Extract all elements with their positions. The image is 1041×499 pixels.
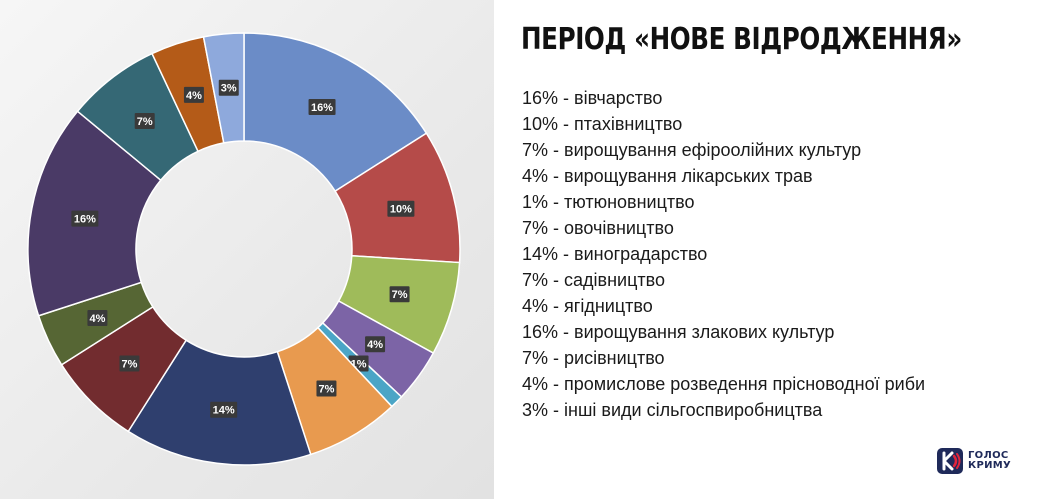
slice-label-8: 7% (119, 355, 140, 372)
slice-label-text: 4% (367, 339, 383, 351)
slice-label-10: 16% (71, 210, 99, 227)
slice-label-text: 7% (137, 116, 153, 128)
logo-mark-icon (937, 448, 963, 474)
slice-label-6: 7% (316, 380, 337, 397)
logo-line-1: ГОЛОС (968, 450, 1009, 461)
legend-item: 7% - овочівництво (522, 218, 674, 238)
slice-label-11: 7% (134, 112, 155, 129)
slice-label-bg (389, 286, 410, 303)
slice-label-bg (365, 336, 386, 353)
logo-line-2: КРИМУ (968, 460, 1012, 471)
slice-label-2: 10% (387, 200, 415, 217)
legend-item: 16% - вівчарство (522, 88, 663, 108)
slice-label-bg (210, 401, 238, 418)
slice-label-text: 10% (390, 204, 412, 216)
slice-label-bg (119, 355, 140, 372)
legend-item: 3% - інші види сільгоспвиробництва (522, 400, 823, 420)
legend-item: 7% - вирощування ефіроолійних культур (522, 140, 862, 160)
slice-label-text: 7% (319, 383, 335, 395)
legend-item: 14% - виноградарство (522, 244, 708, 264)
slice-label-text: 7% (121, 359, 137, 371)
donut-chart: 16%10%7%4%1%7%14%7%4%16%7%4%3% (27, 32, 461, 466)
legend-item: 4% - ягідництво (522, 296, 653, 316)
legend-item: 4% - промислове розведення прісноводної … (522, 374, 926, 394)
slice-label-bg (308, 99, 336, 116)
slice-label-13: 3% (218, 79, 239, 96)
slice-label-bg (218, 79, 239, 96)
slice-label-bg (387, 200, 415, 217)
legend-item: 10% - птахівництво (522, 114, 683, 134)
slice-label-bg (134, 112, 155, 129)
slice-label-bg (183, 86, 204, 103)
legend-item: 16% - вирощування злакових культур (522, 322, 835, 342)
slice-label-text: 7% (392, 289, 408, 301)
page-title: ПЕРІОД «НОВЕ ВІДРОДЖЕННЯ» (521, 22, 962, 57)
logo-text: ГОЛОС КРИМУ (968, 451, 1011, 471)
slice-label-bg (316, 380, 337, 397)
legend-list: 16% - вівчарство 10% - птахівництво 7% -… (522, 86, 925, 424)
slice-label-7: 14% (210, 401, 238, 418)
slice-label-text: 4% (186, 90, 202, 102)
slice-label-3: 7% (389, 286, 410, 303)
slice-label-9: 4% (87, 309, 108, 326)
legend-item: 1% - тютюновництво (522, 192, 695, 212)
slice-label-12: 4% (183, 86, 204, 103)
slice-label-text: 4% (89, 313, 105, 325)
slice-label-bg (71, 210, 99, 227)
slice-label-text: 14% (213, 405, 235, 417)
legend-item: 4% - вирощування лікарських трав (522, 166, 813, 186)
slice-label-text: 16% (74, 214, 96, 226)
slice-label-text: 3% (221, 83, 237, 95)
slice-label-4: 4% (365, 336, 386, 353)
slice-label-bg (87, 309, 108, 326)
legend-item: 7% - рисівництво (522, 348, 665, 368)
chart-panel: 16% 10% 7% 4% 1% 7% 14% 7% 4% 16% 7% 4% 3% (0, 0, 494, 499)
slice-label-text: 16% (311, 102, 333, 114)
legend-item: 7% - садівництво (522, 270, 666, 290)
holos-krymu-logo: ГОЛОС КРИМУ (936, 446, 1028, 476)
slice-label-1: 16% (308, 99, 336, 116)
